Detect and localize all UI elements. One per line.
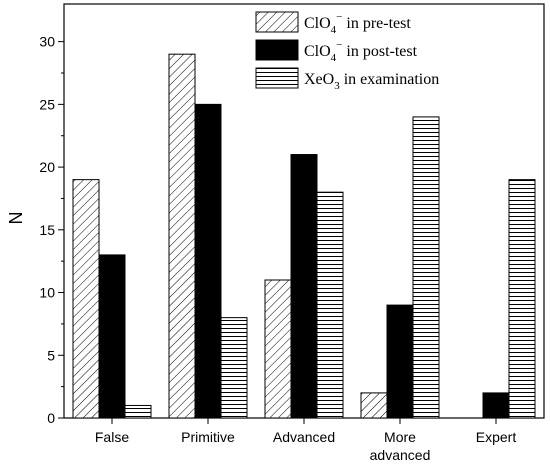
x-tick-label-0: False (95, 429, 129, 445)
y-tick-label-3: 15 (39, 222, 55, 238)
bar-diagonal-hatch-3 (361, 393, 387, 418)
bar-solid-black-1 (195, 104, 221, 418)
legend-label-1: ClO4− in post-test (304, 39, 418, 64)
legend-swatch-diagonal-hatch (256, 12, 298, 32)
x-tick-label-1: Primitive (181, 429, 235, 445)
legend-swatch-solid-black (256, 40, 298, 60)
bar-diagonal-hatch-2 (265, 280, 291, 418)
bar-solid-black-3 (387, 305, 413, 418)
y-tick-label-2: 10 (39, 285, 55, 301)
x-tick-label-3: More advanced (370, 429, 431, 463)
bar-horizontal-lines-3 (413, 117, 439, 418)
bar-solid-black-4 (483, 393, 509, 418)
bar-horizontal-lines-2 (317, 192, 343, 418)
y-tick-label-4: 20 (39, 159, 55, 175)
legend-label-0: ClO4− in pre-test (304, 11, 411, 36)
x-tick-label-4: Expert (476, 429, 517, 445)
bar-solid-black-2 (291, 155, 317, 418)
bar-diagonal-hatch-0 (73, 180, 99, 418)
bar-diagonal-hatch-1 (169, 54, 195, 418)
y-tick-label-1: 5 (47, 347, 55, 363)
legend-swatch-horizontal-lines (256, 68, 298, 88)
bars-group (73, 54, 535, 418)
bar-horizontal-lines-0 (125, 405, 151, 418)
y-tick-label-0: 0 (47, 410, 55, 426)
bar-solid-black-0 (99, 255, 125, 418)
legend-label-2: XeO3 in examination (304, 71, 439, 92)
legend: ClO4− in pre-test ClO4− in post-test XeO3 … (256, 11, 439, 92)
bar-horizontal-lines-4 (509, 180, 535, 418)
x-tick-label-2: Advanced (273, 429, 335, 445)
bar-horizontal-lines-1 (221, 318, 247, 418)
y-tick-label-6: 30 (39, 34, 55, 50)
y-tick-label-5: 25 (39, 96, 55, 112)
y-axis-title: N (6, 212, 26, 225)
